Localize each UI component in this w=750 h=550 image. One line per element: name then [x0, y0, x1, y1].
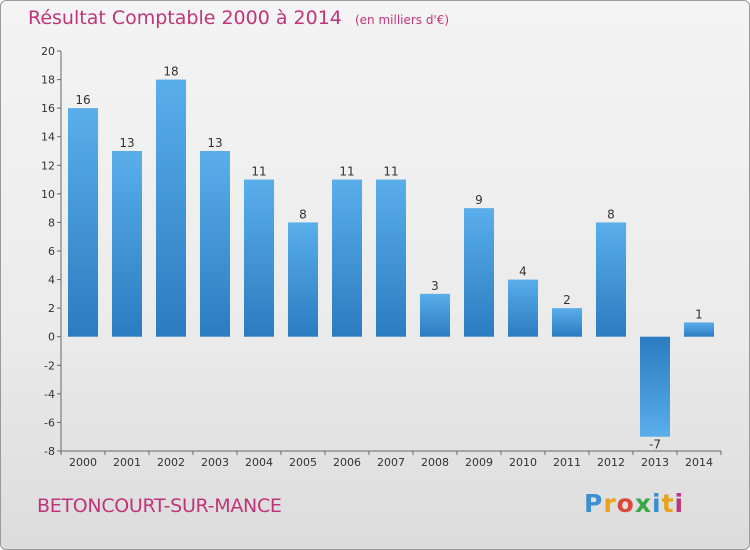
value-label-2011: 2 — [563, 293, 571, 307]
value-label-2013: -7 — [649, 438, 661, 452]
bar-2007 — [376, 179, 406, 337]
x-tick-label: 2001 — [113, 456, 141, 469]
y-tick-label: -6 — [44, 416, 55, 429]
x-tick-label: 2010 — [509, 456, 537, 469]
title-row: Résultat Comptable 2000 à 2014 (en milli… — [28, 7, 449, 29]
y-tick-label: 14 — [41, 131, 55, 144]
y-tick-label: -4 — [44, 388, 55, 401]
x-tick-label: 2007 — [377, 456, 405, 469]
x-tick-label: 2006 — [333, 456, 361, 469]
value-label-2006: 11 — [339, 165, 354, 179]
y-tick-label: 18 — [41, 74, 55, 87]
y-tick-label: 8 — [48, 216, 55, 229]
bar-2011 — [552, 308, 582, 337]
y-tick-label: -2 — [44, 359, 55, 372]
bar-2003 — [200, 151, 230, 337]
logo-letter: o — [616, 489, 635, 518]
chart-title: Résultat Comptable 2000 à 2014 — [28, 7, 342, 29]
y-tick-label: 12 — [41, 159, 55, 172]
logo-letter: t — [661, 489, 675, 518]
y-tick-label: 6 — [48, 245, 55, 258]
value-label-2010: 4 — [519, 265, 527, 279]
bar-2001 — [112, 151, 142, 337]
x-tick-label: 2002 — [157, 456, 185, 469]
logo-letter: r — [603, 489, 617, 518]
x-tick-label: 2000 — [69, 456, 97, 469]
commune-name: BETONCOURT-SUR-MANCE — [37, 495, 282, 517]
x-tick-label: 2009 — [465, 456, 493, 469]
bar-2008 — [420, 293, 450, 337]
bar-2012 — [596, 222, 626, 337]
value-label-2001: 13 — [119, 136, 134, 150]
logo-letter: P — [584, 489, 604, 518]
x-tick-label: 2005 — [289, 456, 317, 469]
value-label-2009: 9 — [475, 193, 483, 207]
bar-2000 — [68, 108, 98, 337]
x-tick-label: 2012 — [597, 456, 625, 469]
value-label-2007: 11 — [383, 165, 398, 179]
value-label-2008: 3 — [431, 279, 439, 293]
y-tick-label: 2 — [48, 302, 55, 315]
y-tick-label: 20 — [41, 45, 55, 58]
x-tick-label: 2014 — [685, 456, 713, 469]
value-label-2000: 16 — [75, 93, 90, 107]
bar-2009 — [464, 208, 494, 337]
chart-unit: (en milliers d'€) — [354, 13, 450, 27]
bar-2005 — [288, 222, 318, 337]
logo-letter: i — [652, 489, 662, 518]
logo-letter: i — [674, 489, 685, 518]
value-label-2005: 8 — [299, 207, 307, 221]
proxiti-logo[interactable]: Proxiti — [584, 489, 684, 518]
value-labels: 16 13 18 13 11 8 11 11 3 9 4 2 8 -7 1 — [75, 65, 702, 452]
value-label-2012: 8 — [607, 207, 615, 221]
y-tick-label: -8 — [44, 445, 55, 458]
bar-2006 — [332, 179, 362, 337]
bar-2002 — [156, 79, 186, 337]
x-tick-label: 2008 — [421, 456, 449, 469]
bar-2010 — [508, 279, 538, 337]
y-tick-label: 0 — [48, 331, 55, 344]
bar-2013 — [640, 336, 670, 437]
bars — [68, 79, 714, 437]
x-tick-label: 2004 — [245, 456, 273, 469]
logo-letter: x — [634, 489, 652, 518]
value-label-2002: 18 — [163, 65, 178, 79]
x-tick-label: 2011 — [553, 456, 581, 469]
y-tick-label: 4 — [48, 274, 55, 287]
bar-2014 — [684, 322, 714, 337]
value-label-2003: 13 — [207, 136, 222, 150]
value-label-2014: 1 — [695, 307, 703, 321]
x-tick-label: 2013 — [641, 456, 669, 469]
value-label-2004: 11 — [251, 165, 266, 179]
x-tick-label: 2003 — [201, 456, 229, 469]
y-tick-label: 16 — [41, 102, 55, 115]
bar-2004 — [244, 179, 274, 337]
y-tick-label: 10 — [41, 188, 55, 201]
